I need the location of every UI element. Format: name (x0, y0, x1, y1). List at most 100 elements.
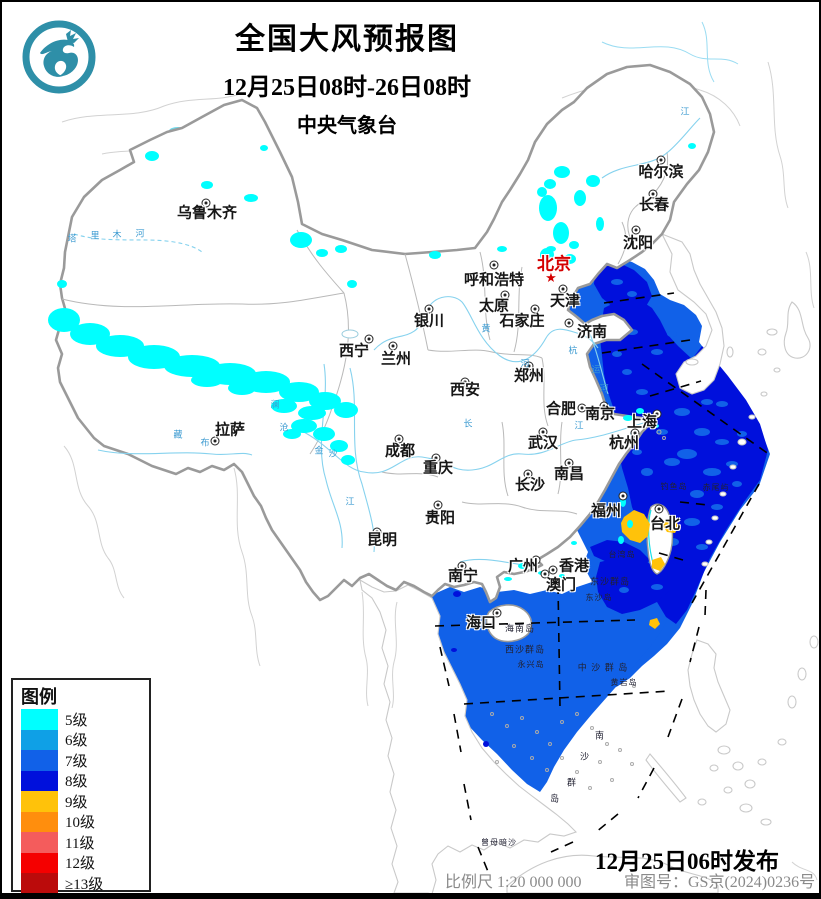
wind-region-9 (621, 510, 650, 543)
wind-speck-7 (696, 544, 708, 550)
legend-item: ≥13级 (21, 873, 149, 893)
wind-blob-5 (48, 308, 80, 332)
legend-swatch (21, 832, 58, 853)
wind-blob-5 (586, 175, 600, 187)
wind-blob-5 (546, 246, 556, 252)
wind-blob-5 (334, 402, 358, 418)
wind-blob-5 (539, 195, 557, 221)
wind-speck-7 (716, 401, 728, 407)
wind-speck-7 (667, 331, 677, 337)
legend-item: 5级 (21, 709, 149, 730)
wind-speck-7 (711, 504, 723, 510)
legend-item: 7级 (21, 750, 149, 771)
wind-blob-5 (544, 179, 556, 189)
wind-blob-5 (618, 536, 624, 544)
wind-blob-5 (260, 145, 268, 151)
legend-item: 10级 (21, 811, 149, 832)
legend-label: ≥13级 (65, 876, 104, 893)
legend-label: 8级 (65, 774, 88, 791)
legend-label: 7级 (65, 753, 88, 770)
legend-item: 11级 (21, 832, 149, 853)
wind-blob-5 (228, 381, 256, 395)
wind-speck-7 (674, 408, 690, 416)
wind-area-level7-specks (611, 279, 747, 593)
wind-speck-7 (619, 587, 629, 593)
wind-blob-5 (636, 408, 644, 414)
wind-blob-5 (569, 241, 579, 249)
wind-blob-5 (291, 419, 317, 433)
wind-blob-5 (653, 424, 659, 428)
wind-blob-5 (316, 249, 328, 257)
cma-logo (22, 20, 96, 94)
wind-speck-7 (651, 584, 663, 590)
legend-swatch (21, 791, 58, 812)
wind-blob-5 (201, 181, 213, 189)
wind-blob-5 (596, 217, 604, 231)
wind-speck-7 (701, 399, 713, 405)
page-title: 全国大风预报图 (235, 23, 459, 56)
wind-blob-5 (309, 392, 341, 410)
wind-speck-7 (632, 449, 642, 455)
legend-swatch (21, 811, 58, 832)
wind-blob-5 (571, 541, 577, 545)
wind-blob-5 (335, 245, 347, 253)
issue-time: 12月25日06时发布 (595, 849, 779, 874)
wind-blob-5 (347, 280, 357, 288)
wind-blob-5 (620, 497, 626, 507)
legend-swatch (21, 750, 58, 771)
wind-speck-7 (627, 291, 637, 297)
wind-blob-5 (554, 166, 570, 178)
wind-region-8 (596, 557, 670, 614)
wind-region-9 (652, 557, 665, 571)
legend-swatch (21, 873, 58, 893)
wind-blob-5 (341, 455, 355, 465)
wind-blob-5 (518, 563, 528, 569)
legend-swatch (21, 770, 58, 791)
wind-speck-7 (690, 490, 704, 498)
wind-region-8 (600, 298, 768, 624)
forecast-period: 12月25日08时-26日08时 (223, 75, 471, 101)
wind-speck-7 (703, 468, 721, 476)
wind-blob-5 (497, 246, 507, 252)
map-approval-number: 审图号：GS京(2024)0236号 (624, 874, 816, 891)
neighbor-country-outlines (359, 232, 819, 893)
hainan-island (485, 604, 533, 643)
wind-speck-7 (715, 439, 729, 445)
wind-speck-7 (636, 389, 648, 395)
legend-swatch (21, 852, 58, 873)
wind-speck-7 (664, 458, 680, 466)
wind-speck-7 (611, 279, 623, 285)
wind-speck-8 (453, 591, 461, 597)
wind-blob-5 (429, 251, 441, 259)
wind-blob-5 (283, 429, 301, 439)
issuing-agency: 中央气象台 (297, 115, 397, 137)
wind-area-level5 (48, 143, 696, 581)
foreign-rivers (601, 21, 739, 83)
wind-blob-5 (57, 280, 67, 288)
wind-speck-8 (451, 648, 457, 652)
legend-label: 12级 (65, 856, 96, 873)
map-header: 全国大风预报图 12月25日08时-26日08时 中央气象台 (142, 14, 552, 138)
wind-blob-5 (564, 254, 576, 264)
legend-rows: 5级 6级 7级 8级 9级 10级 11级 12级 ≥13级 (21, 709, 149, 893)
legend-swatch (21, 709, 58, 730)
legend-item: 6级 (21, 729, 149, 750)
wind-blob-5 (559, 574, 565, 578)
map-scale: 比例尺 1:20 000 000 (445, 874, 582, 891)
wind-area-level9 (621, 510, 679, 629)
wind-blob-5 (290, 232, 312, 248)
wind-speck-7 (622, 369, 632, 375)
wind-blob-5 (553, 222, 569, 244)
wind-blob-5 (688, 143, 696, 149)
wind-speck-8 (483, 741, 489, 747)
wind-blob-5 (627, 520, 633, 528)
wind-speck-7 (732, 481, 742, 487)
legend-item: 8级 (21, 770, 149, 791)
legend-label: 9级 (65, 794, 88, 811)
legend-label: 5级 (65, 712, 88, 729)
legend-swatch (21, 729, 58, 750)
wind-speck-7 (677, 449, 697, 459)
wind-region-9 (649, 618, 660, 629)
legend-label: 6级 (65, 733, 88, 750)
